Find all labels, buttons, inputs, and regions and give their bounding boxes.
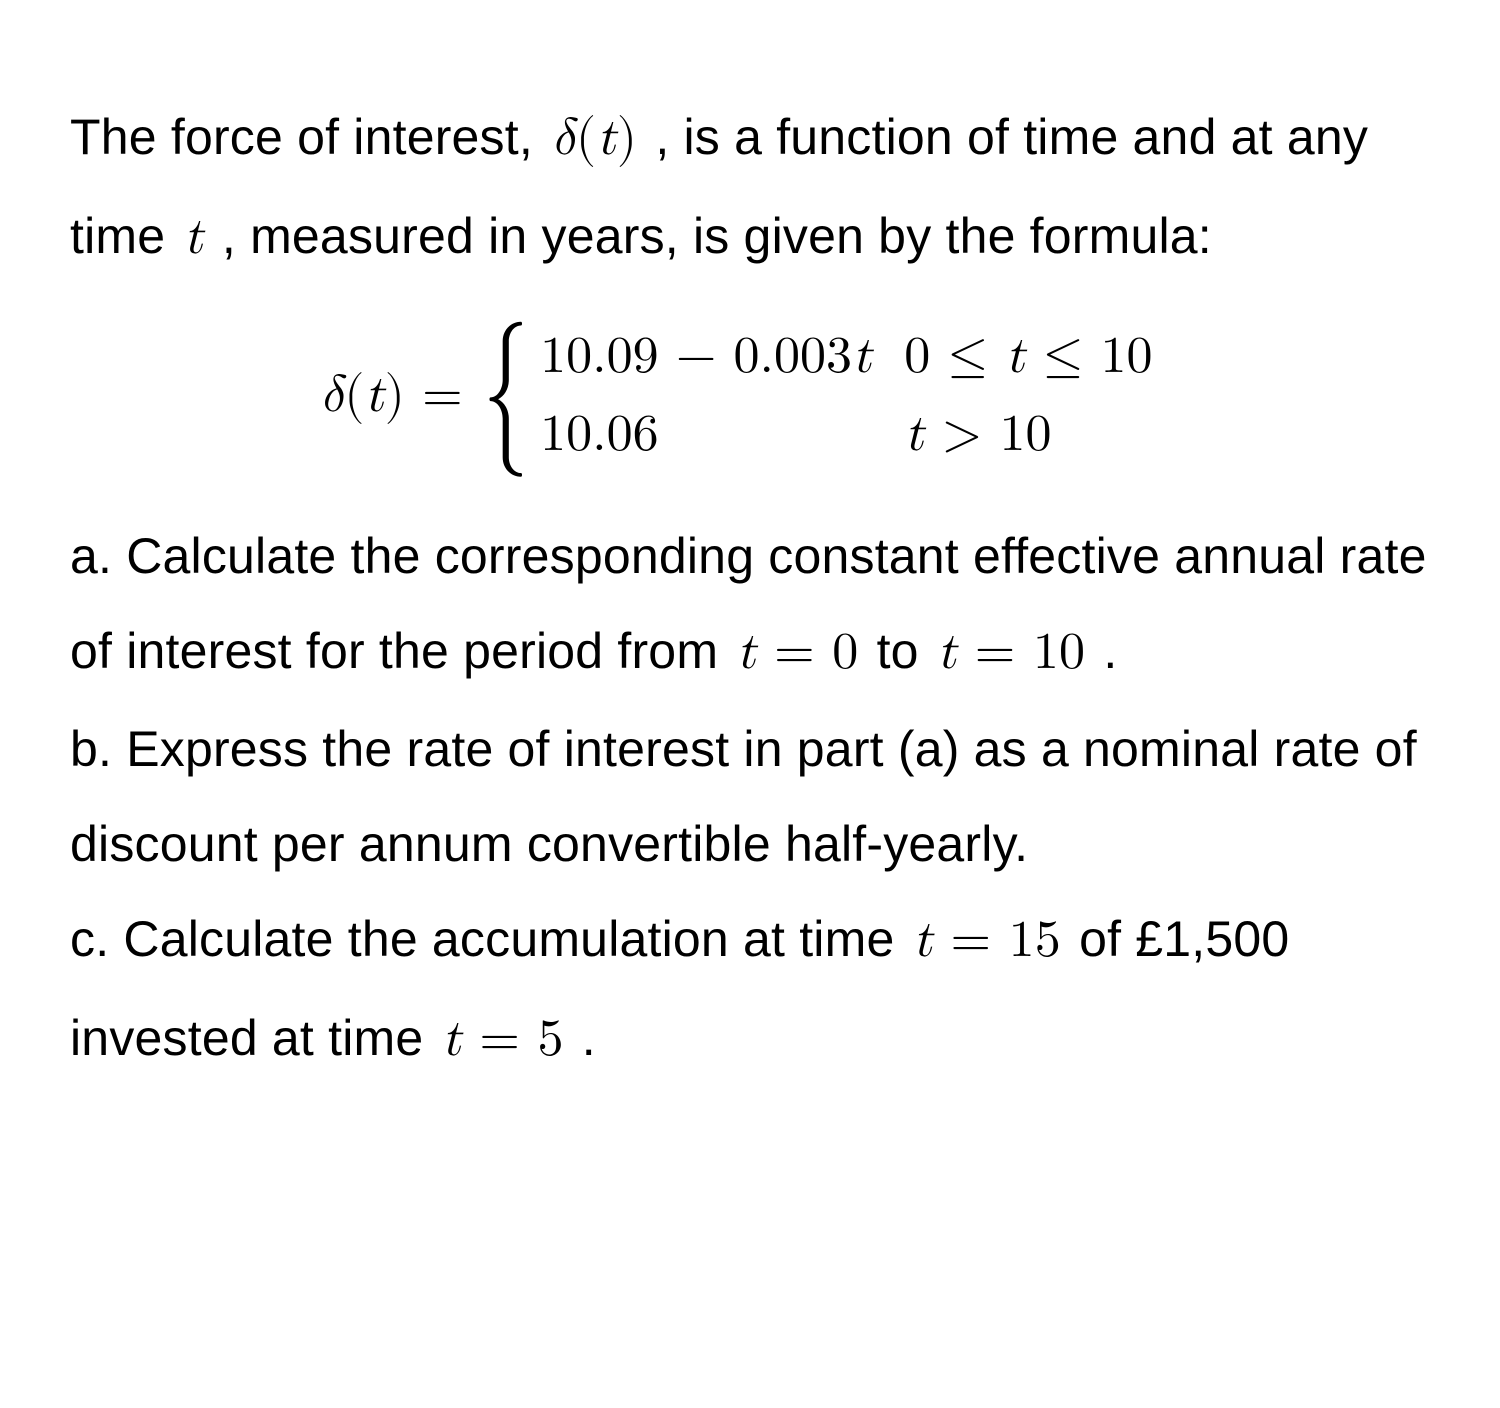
intro-text-1: The force of interest, bbox=[70, 109, 547, 165]
qa-text-2: to bbox=[877, 623, 933, 679]
question-a: a. Calculate the corresponding constant … bbox=[70, 509, 1430, 703]
case1-expr: 10.09 − 0.003t bbox=[536, 318, 900, 396]
document-page: The force of interest, δ(t) , is a funct… bbox=[0, 0, 1500, 1160]
cases-table: 10.09 − 0.003t 0 ≤ t ≤ 10 10.06 t > 10 bbox=[536, 318, 1180, 474]
piecewise-equation: δ(t) = { 10.09 − 0.003t 0 ≤ t ≤ 10 10.06 bbox=[70, 318, 1430, 474]
qa-math-2: t = 10 bbox=[933, 627, 1089, 679]
question-b: b. Express the rate of interest in part … bbox=[70, 702, 1430, 892]
qc-math-1: t = 15 bbox=[909, 915, 1065, 967]
qa-math-1: t = 0 bbox=[732, 627, 862, 679]
case-row-1: 10.09 − 0.003t 0 ≤ t ≤ 10 bbox=[536, 318, 1180, 396]
delta-of-t: δ(t) bbox=[547, 113, 641, 165]
case2-cond: t > 10 bbox=[900, 396, 1180, 474]
qc-text-3: . bbox=[582, 1010, 596, 1066]
questions-block: a. Calculate the corresponding constant … bbox=[70, 509, 1430, 1090]
brace-wrap: { 10.09 − 0.003t 0 ≤ t ≤ 10 10.06 bbox=[477, 318, 1181, 474]
var-t: t bbox=[179, 212, 207, 264]
intro-text-3: , measured in years, is given by the for… bbox=[222, 208, 1212, 264]
qa-text-3: . bbox=[1103, 623, 1117, 679]
qc-text-1: c. Calculate the accumulation at time bbox=[70, 911, 909, 967]
qb-text-1: b. Express the rate of interest in part … bbox=[70, 721, 1417, 872]
case1-cond: 0 ≤ t ≤ 10 bbox=[900, 318, 1180, 396]
intro-paragraph: The force of interest, δ(t) , is a funct… bbox=[70, 90, 1430, 288]
qc-math-2: t = 5 bbox=[437, 1014, 567, 1066]
question-c: c. Calculate the accumulation at time t … bbox=[70, 892, 1430, 1090]
left-brace: { bbox=[482, 338, 529, 447]
equation-lhs: δ(t) = bbox=[320, 365, 463, 427]
case2-expr: 10.06 bbox=[536, 396, 900, 474]
cases: 10.09 − 0.003t 0 ≤ t ≤ 10 10.06 t > 10 bbox=[536, 318, 1180, 474]
case-row-2: 10.06 t > 10 bbox=[536, 396, 1180, 474]
